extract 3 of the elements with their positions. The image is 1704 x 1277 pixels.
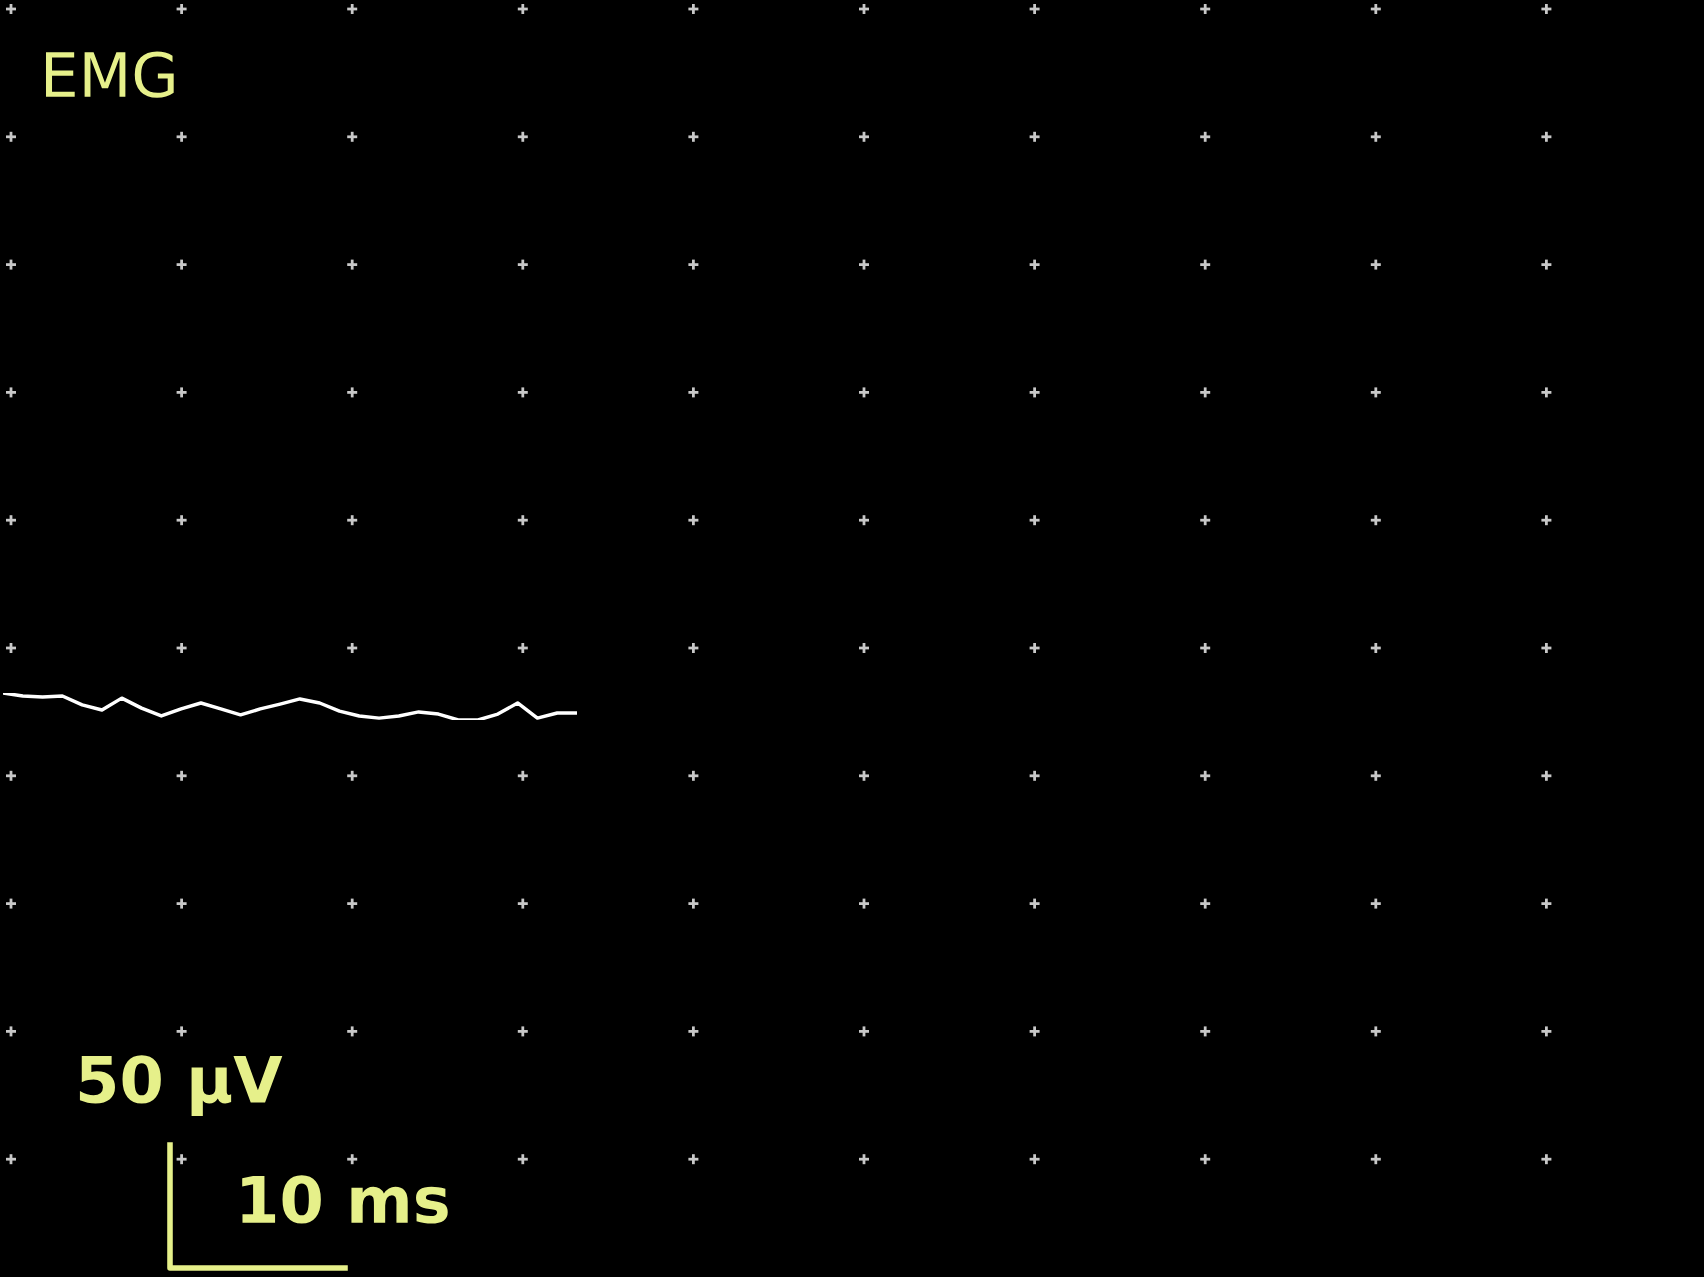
text: 10 ms (242, 1175, 448, 1224)
text: 50 µV (79, 1055, 283, 1116)
chart-title: EMG (46, 51, 174, 98)
